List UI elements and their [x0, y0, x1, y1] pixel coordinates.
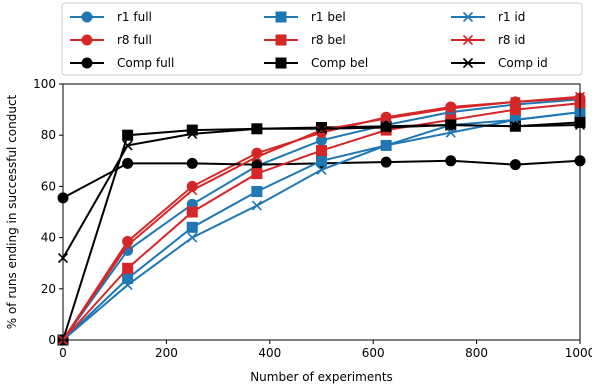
data-point-r8-bel: [509, 104, 521, 116]
legend-marker: [275, 34, 287, 46]
legend-marker: [275, 57, 287, 69]
data-point-r1-bel: [186, 221, 198, 233]
x-tick-label: 600: [362, 346, 385, 360]
legend-label: r1 bel: [311, 10, 346, 24]
data-point-r1-id: [251, 200, 262, 211]
data-point-r8-id: [187, 185, 198, 196]
legend-marker: [462, 11, 474, 23]
legend-label: Comp full: [117, 56, 174, 70]
data-point-comp-full: [509, 159, 521, 171]
x-axis-label: Number of experiments: [250, 370, 393, 384]
data-point-r1-id: [187, 232, 198, 243]
y-tick-label: 0: [48, 333, 56, 347]
legend-label: r8 full: [117, 33, 152, 47]
data-point-comp-full: [445, 155, 457, 167]
legend-item-comp-id: Comp id: [451, 56, 548, 70]
legend-marker: [81, 11, 93, 23]
legend-marker: [462, 57, 474, 69]
legend-label: Comp bel: [311, 56, 368, 70]
data-point-comp-full: [122, 157, 134, 169]
data-point-r8-id: [122, 240, 133, 251]
x-tick-label: 800: [465, 346, 488, 360]
legend-label: r1 id: [498, 10, 525, 24]
data-point-r1-bel: [316, 155, 327, 167]
legend-item-comp-full: Comp full: [70, 56, 174, 70]
legend-item-r8-id: r8 id: [451, 33, 525, 47]
axes: 0 200 400 600 800 1000 0 20 40 60 80 100 Number of e…: [5, 77, 592, 384]
data-point-comp-id: [381, 122, 392, 133]
data-point-r8-id: [381, 113, 392, 124]
data-point-comp-id: [122, 140, 133, 151]
legend-item-r1-full: r1 full: [70, 10, 152, 24]
y-axis-label: % of runs ending in successful conduct: [5, 94, 19, 329]
data-point-comp-id: [187, 128, 198, 139]
legend-marker: [462, 34, 474, 46]
data-point-r8-id: [445, 103, 456, 114]
data-point-r1-bel: [251, 186, 263, 198]
data-point-r1-id: [381, 140, 392, 151]
data-point-r8-bel: [122, 262, 134, 274]
legend-marker: [81, 57, 93, 69]
y-tick-label: 20: [41, 282, 56, 296]
data-point-comp-bel: [380, 120, 392, 132]
data-point-comp-id: [251, 123, 262, 134]
series-r1-id: [57, 107, 586, 346]
y-tick-label: 40: [41, 231, 56, 245]
legend-marker: [275, 11, 287, 23]
plot-area: [57, 91, 586, 346]
legend: r1 full r1 bel r1 id r8 full r8 bel r8 id Comp…: [61, 2, 583, 76]
legend-label: r1 full: [117, 10, 152, 24]
data-point-comp-id: [510, 121, 521, 132]
data-point-comp-id: [316, 123, 327, 134]
data-point-r8-bel: [316, 145, 327, 157]
legend-item-r1-id: r1 id: [451, 10, 525, 24]
legend-item-r1-bel: r1 bel: [264, 10, 346, 24]
legend-box: [61, 2, 583, 76]
series-r8-id: [57, 91, 586, 346]
data-point-comp-bel: [316, 122, 327, 134]
data-point-r8-bel: [251, 168, 263, 180]
y-tick-label: 80: [41, 128, 56, 142]
legend-label: r8 bel: [311, 33, 346, 47]
legend-item-r8-full: r8 full: [70, 33, 152, 47]
plot-frame: [62, 83, 581, 341]
legend-marker: [81, 34, 93, 46]
data-point-comp-bel: [186, 124, 198, 136]
data-point-r8-bel: [186, 206, 198, 218]
y-tick-label: 100: [33, 77, 56, 91]
data-point-r8-id: [510, 96, 521, 107]
y-tick-label: 60: [41, 179, 56, 193]
legend-label: r8 id: [498, 33, 525, 47]
data-point-r1-id: [122, 279, 133, 291]
data-point-comp-full: [380, 156, 392, 168]
data-point-r8-id: [251, 151, 262, 163]
x-tick-label: 0: [59, 346, 67, 360]
x-tick-label: 1000: [565, 346, 592, 360]
data-point-comp-id: [445, 119, 456, 131]
data-point-r1-id: [445, 127, 456, 138]
legend-label: Comp id: [498, 56, 548, 70]
data-point-r8-id: [316, 125, 327, 136]
data-point-comp-full: [186, 157, 198, 169]
x-tick-label: 200: [155, 346, 178, 360]
legend-item-comp-bel: Comp bel: [264, 56, 368, 70]
legend-item-r8-bel: r8 bel: [264, 33, 346, 47]
x-tick-label: 400: [258, 346, 281, 360]
data-point-r1-id: [316, 164, 327, 175]
data-point-comp-bel: [122, 129, 134, 141]
